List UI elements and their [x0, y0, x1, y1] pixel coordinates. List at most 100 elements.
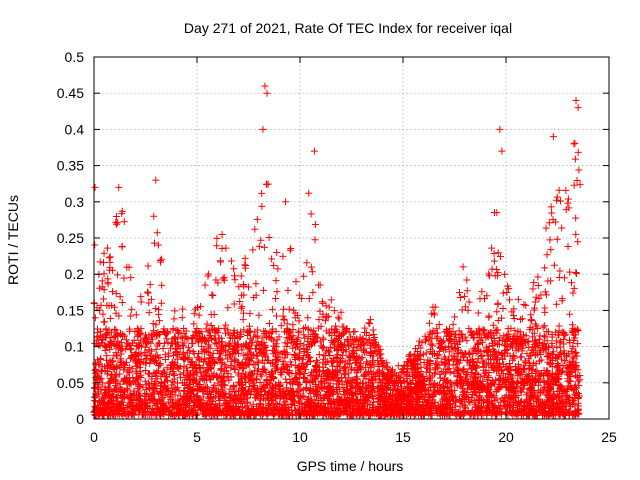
data-point — [468, 380, 476, 388]
data-point — [398, 383, 406, 391]
data-point — [318, 344, 326, 352]
data-point — [552, 369, 560, 377]
data-point — [230, 300, 238, 308]
data-point — [153, 368, 161, 376]
data-point — [243, 411, 251, 419]
data-point — [164, 398, 172, 406]
data-point — [409, 376, 417, 384]
data-point — [251, 328, 259, 336]
data-point — [152, 321, 160, 329]
data-point — [203, 320, 211, 328]
data-point — [114, 271, 122, 279]
data-point — [105, 302, 113, 310]
data-point — [112, 377, 120, 385]
data-point — [275, 411, 283, 419]
data-point — [394, 362, 402, 370]
data-point — [304, 314, 312, 322]
data-point — [491, 327, 499, 335]
data-point — [91, 339, 99, 347]
data-point — [490, 362, 498, 370]
data-point — [485, 342, 493, 350]
data-point — [94, 401, 102, 409]
data-point — [343, 378, 351, 386]
data-point — [493, 340, 501, 348]
data-point — [368, 383, 376, 391]
data-point — [469, 362, 477, 370]
data-point — [499, 305, 507, 313]
data-point — [343, 400, 351, 408]
data-point — [327, 296, 335, 304]
data-point — [196, 376, 204, 384]
data-point — [145, 309, 153, 317]
data-point — [332, 322, 340, 330]
data-point — [154, 241, 162, 249]
data-point — [91, 241, 99, 249]
data-point — [127, 312, 135, 320]
data-point — [273, 343, 281, 351]
data-point — [448, 403, 456, 411]
data-point — [475, 330, 483, 338]
data-point — [494, 364, 502, 372]
data-point — [242, 262, 250, 270]
data-point — [181, 387, 189, 395]
data-point — [446, 411, 454, 419]
data-point — [562, 206, 570, 214]
data-point — [296, 399, 304, 407]
data-point — [481, 369, 489, 377]
data-point — [321, 393, 329, 401]
data-point — [527, 316, 535, 324]
data-point — [116, 293, 124, 301]
data-point — [288, 380, 296, 388]
data-point — [561, 332, 569, 340]
data-point — [282, 375, 290, 383]
data-point — [374, 357, 382, 365]
data-point — [354, 390, 362, 398]
data-point — [392, 406, 400, 414]
data-point — [367, 411, 375, 419]
data-point — [252, 291, 260, 299]
data-point — [514, 370, 522, 378]
data-point — [525, 337, 533, 345]
data-point — [241, 254, 249, 262]
data-point — [535, 403, 543, 411]
data-point — [106, 258, 114, 266]
data-point — [91, 314, 99, 322]
data-point — [332, 325, 340, 333]
data-point — [437, 342, 445, 350]
data-point — [313, 391, 321, 399]
data-point — [218, 231, 226, 239]
data-point — [100, 318, 108, 326]
data-point — [548, 209, 556, 217]
data-point — [163, 335, 171, 343]
data-point — [224, 400, 232, 408]
data-point — [467, 329, 475, 337]
data-point — [523, 350, 531, 358]
data-point — [500, 397, 508, 405]
data-point — [566, 383, 574, 391]
data-point — [339, 388, 347, 396]
data-point — [113, 352, 121, 360]
data-point — [494, 385, 502, 393]
data-point — [510, 404, 518, 412]
data-point — [258, 356, 266, 364]
data-point — [391, 378, 399, 386]
data-point — [176, 374, 184, 382]
data-point — [220, 343, 228, 351]
data-point — [297, 340, 305, 348]
data-point — [475, 340, 483, 348]
data-point — [196, 398, 204, 406]
data-point — [545, 351, 553, 359]
data-point — [314, 324, 322, 332]
data-point — [316, 337, 324, 345]
data-point — [102, 405, 110, 413]
data-point — [493, 308, 501, 316]
data-point — [463, 276, 471, 284]
data-point — [346, 398, 354, 406]
data-point — [269, 409, 277, 417]
data-point — [152, 332, 160, 340]
data-point — [571, 372, 579, 380]
data-point — [435, 321, 443, 329]
data-point — [478, 351, 486, 359]
data-point — [518, 315, 526, 323]
